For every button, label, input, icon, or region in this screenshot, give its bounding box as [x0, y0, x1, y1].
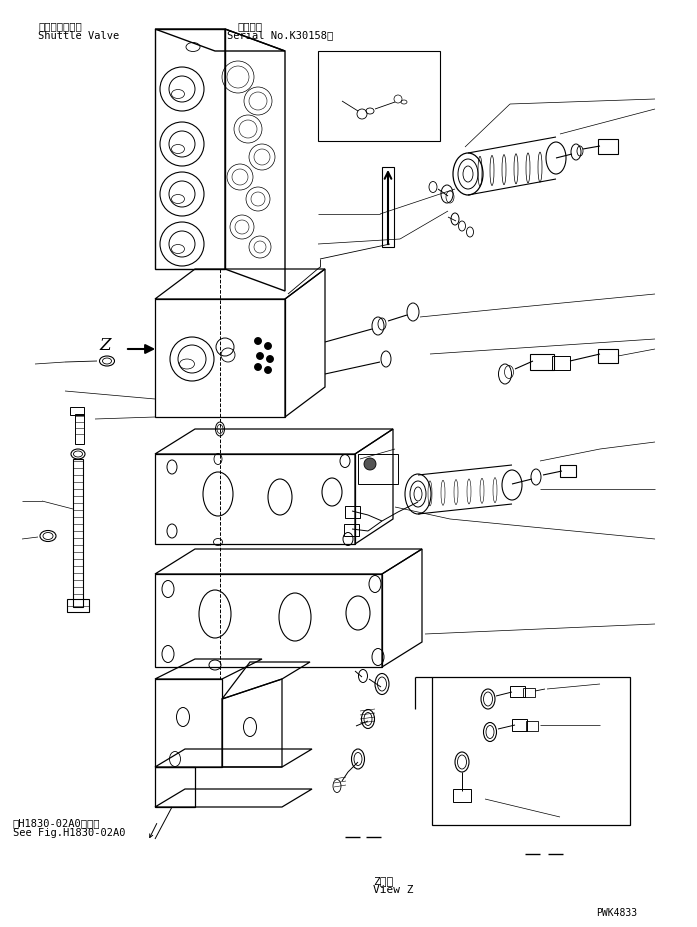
- Circle shape: [256, 353, 263, 360]
- Bar: [530, 355, 554, 371]
- Text: Serial No.K30158〜: Serial No.K30158〜: [227, 31, 332, 41]
- Text: 適用号機: 適用号機: [237, 21, 262, 32]
- Bar: [345, 506, 360, 518]
- Bar: [382, 168, 394, 248]
- Circle shape: [264, 367, 272, 375]
- Text: View Z: View Z: [373, 884, 413, 895]
- Text: Z　視: Z 視: [373, 875, 393, 885]
- Bar: [318, 52, 440, 142]
- Circle shape: [264, 343, 272, 350]
- Bar: [598, 140, 618, 155]
- Bar: [344, 525, 359, 537]
- Bar: [512, 719, 527, 731]
- Text: 第H1830-02A0図参照: 第H1830-02A0図参照: [13, 818, 100, 828]
- Circle shape: [364, 459, 376, 471]
- Circle shape: [254, 364, 261, 371]
- Circle shape: [254, 338, 261, 345]
- Bar: [432, 678, 630, 825]
- Circle shape: [266, 356, 273, 363]
- Bar: [526, 721, 538, 731]
- Text: See Fig.H1830-02A0: See Fig.H1830-02A0: [13, 827, 125, 837]
- Bar: [453, 789, 471, 802]
- Text: シャトルバルブ: シャトルバルブ: [38, 21, 82, 32]
- Bar: [510, 686, 525, 697]
- Text: PWK4833: PWK4833: [596, 907, 637, 917]
- Bar: [598, 349, 618, 363]
- Text: Shuttle Valve: Shuttle Valve: [38, 31, 120, 41]
- Bar: [75, 414, 84, 445]
- Bar: [523, 688, 535, 697]
- Bar: [358, 454, 398, 485]
- Bar: [552, 357, 570, 371]
- Bar: [73, 460, 83, 607]
- Text: Z: Z: [99, 337, 111, 353]
- Bar: [560, 465, 576, 477]
